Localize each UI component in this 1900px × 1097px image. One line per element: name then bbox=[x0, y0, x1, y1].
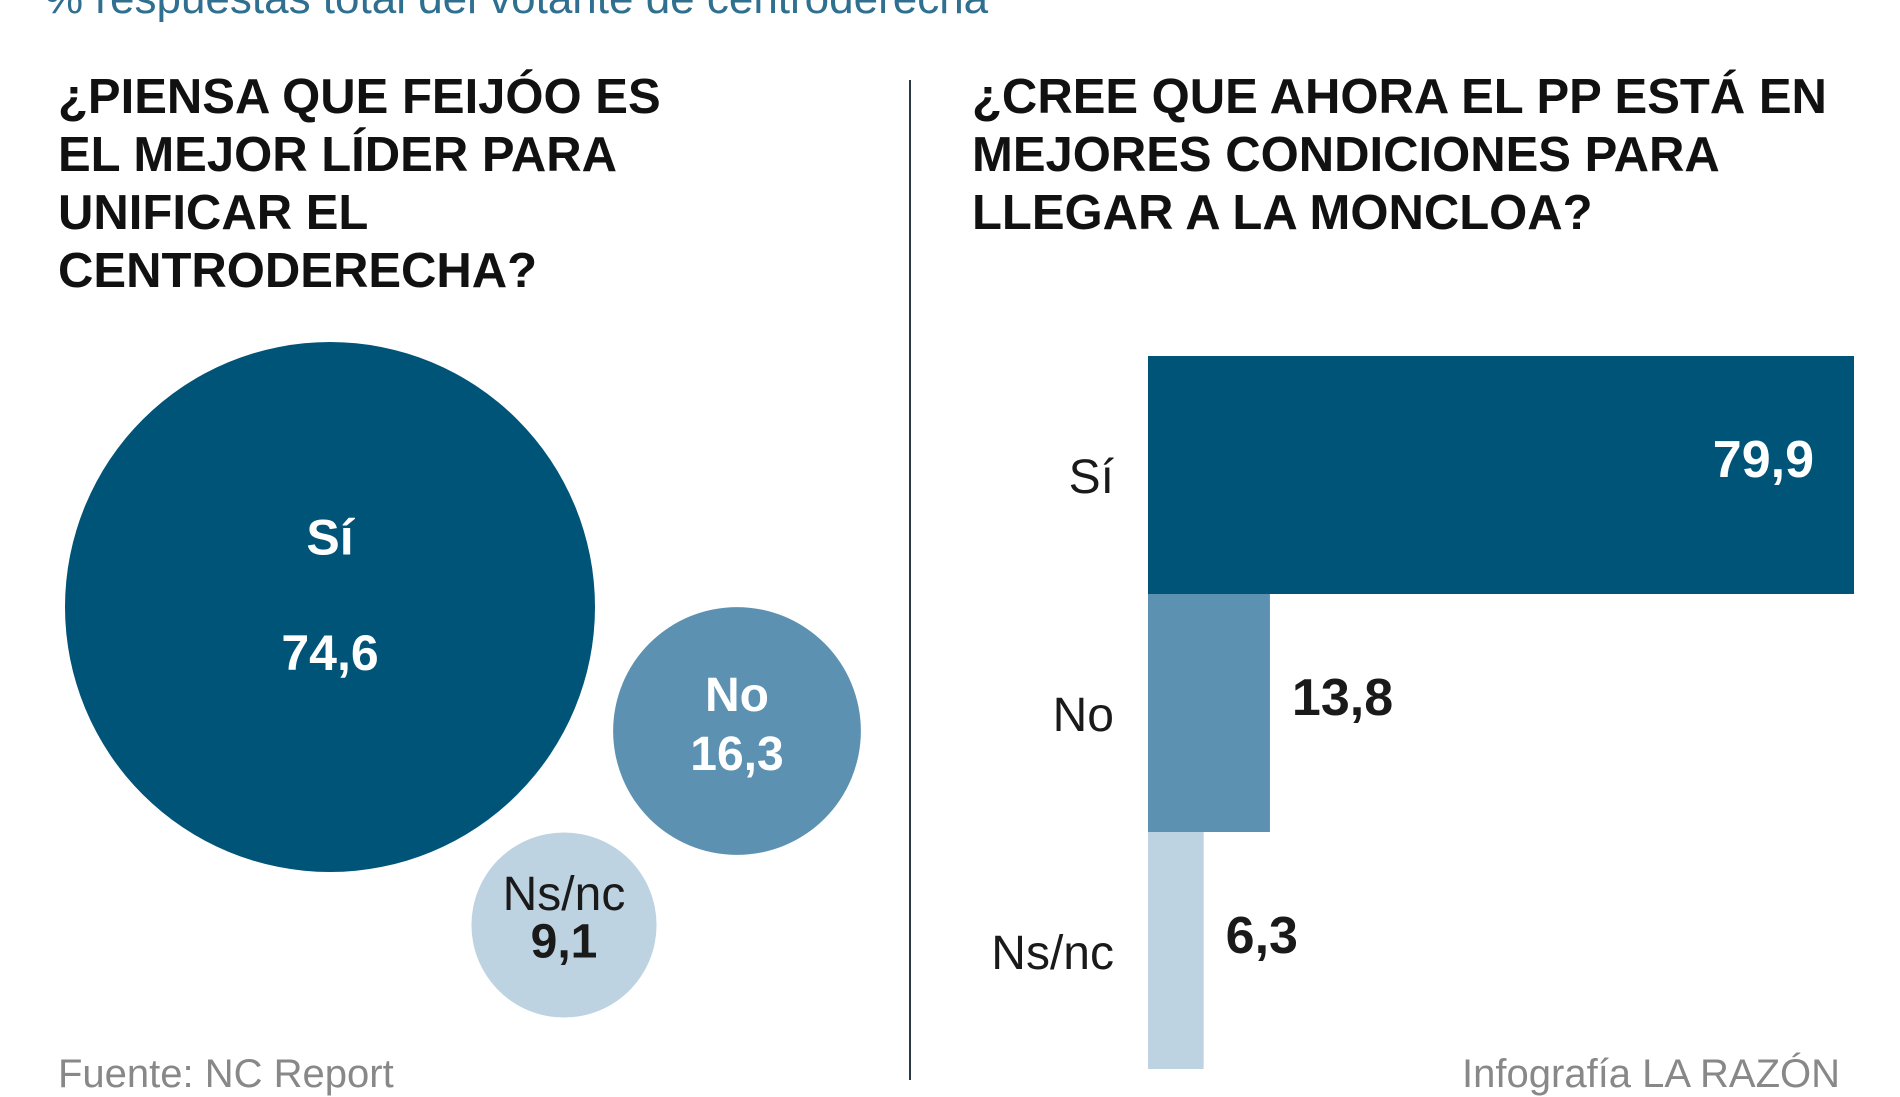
bar-no bbox=[1148, 594, 1270, 832]
bubble-value-s: 74,6 bbox=[281, 625, 378, 681]
bubble-s bbox=[65, 342, 595, 872]
bubble-value-ns-nc: 9,1 bbox=[531, 916, 598, 969]
source-note: Fuente: NC Report bbox=[58, 1052, 394, 1096]
bubble-label-ns-nc: Ns/nc bbox=[503, 868, 626, 921]
chart-subtitle: % respuestas total del votante de centro… bbox=[44, 0, 988, 24]
bubble-label-no: No bbox=[705, 669, 769, 722]
bar-si bbox=[1148, 356, 1854, 594]
credit-note: Infografía LA RAZÓN bbox=[1462, 1052, 1840, 1096]
bar-chart-title: ¿CREE QUE AHORA EL PP ESTÁ EN MEJORES CO… bbox=[972, 70, 1827, 240]
bar-value-si: 79,9 bbox=[1713, 431, 1814, 489]
bubble-ns-nc bbox=[471, 832, 657, 1018]
bubble-no bbox=[613, 607, 861, 855]
bar-category-nsnc: Ns/nc bbox=[991, 927, 1114, 980]
bar-nsnc bbox=[1148, 832, 1204, 1069]
bubble-label-s: Sí bbox=[306, 510, 355, 566]
bar-value-no: 13,8 bbox=[1292, 669, 1393, 727]
bar-category-no: No bbox=[1053, 689, 1114, 742]
panel-divider bbox=[909, 80, 911, 1080]
bubble-chart-title: ¿PIENSA QUE FEIJÓO ES EL MEJOR LÍDER PAR… bbox=[58, 70, 661, 298]
bubble-value-no: 16,3 bbox=[690, 728, 783, 781]
bar-category-si: Sí bbox=[1069, 451, 1115, 504]
bar-value-nsnc: 6,3 bbox=[1226, 907, 1298, 965]
